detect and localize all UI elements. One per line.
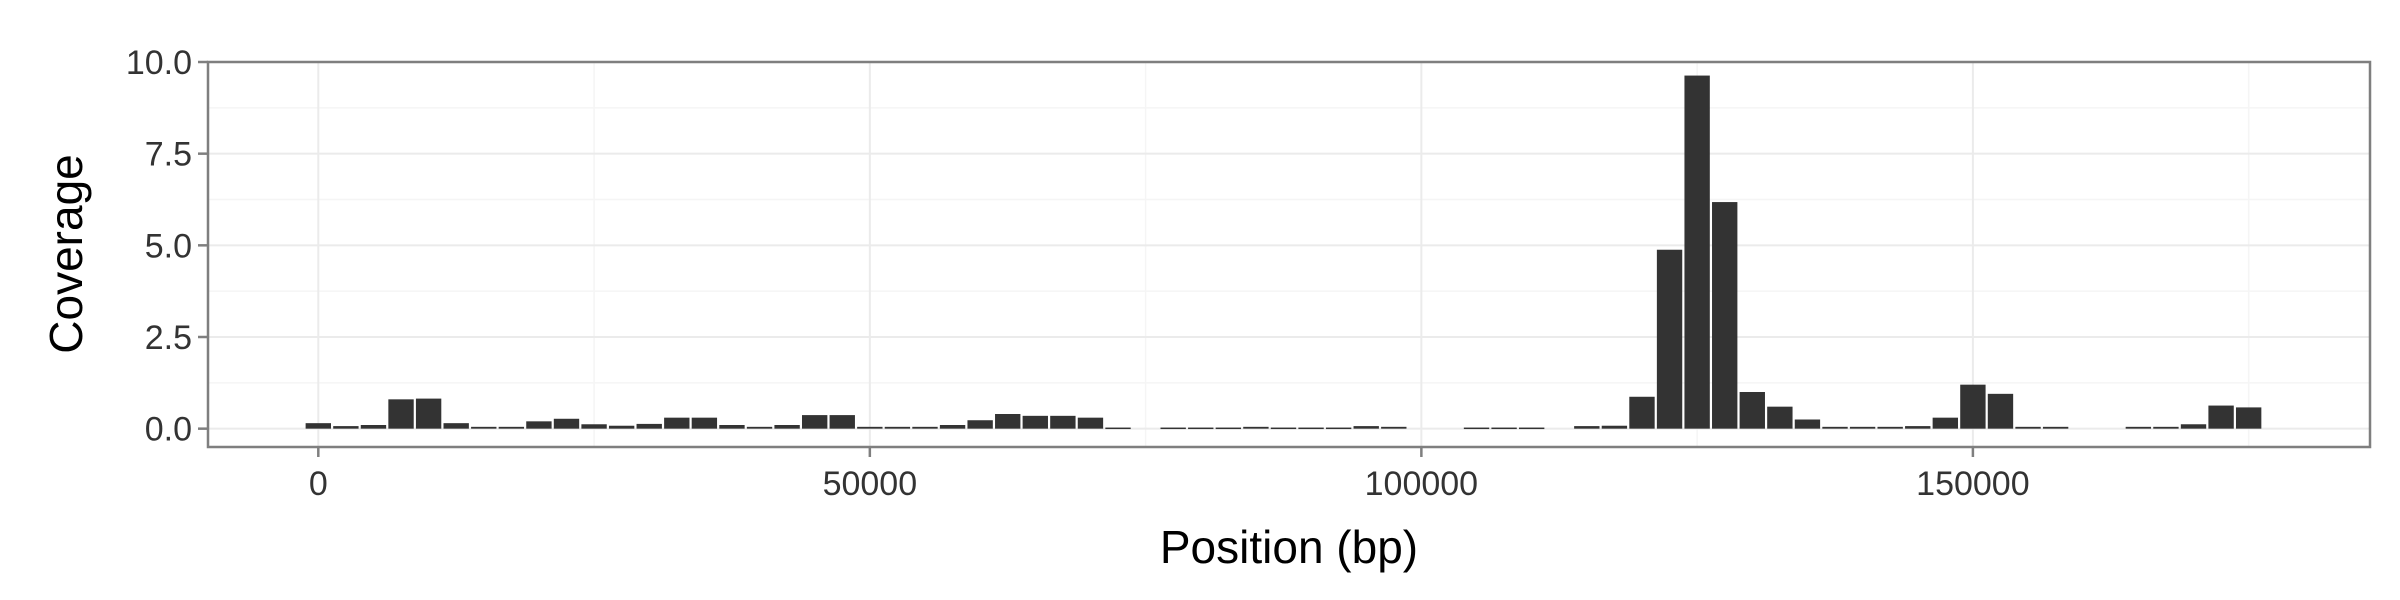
major-gridlines bbox=[208, 61, 2370, 447]
minor-gridlines bbox=[208, 62, 2370, 447]
coverage-bar bbox=[1877, 426, 1903, 429]
coverage-bar bbox=[1960, 384, 1986, 429]
coverage-bar bbox=[1739, 392, 1765, 429]
coverage-bar bbox=[884, 426, 911, 429]
coverage-bar bbox=[636, 423, 662, 429]
coverage-bar bbox=[1077, 417, 1104, 429]
coverage-bar bbox=[1381, 426, 1407, 429]
coverage-bar bbox=[1188, 427, 1214, 430]
coverage-bar bbox=[553, 418, 580, 429]
coverage-bar bbox=[857, 426, 883, 429]
coverage-bar bbox=[1767, 406, 1793, 429]
coverage-bar bbox=[2153, 426, 2179, 429]
coverage-bars bbox=[305, 75, 2262, 430]
coverage-bar bbox=[1987, 393, 2014, 429]
x-axis: 0 50000 100000 150000 bbox=[309, 447, 2030, 503]
coverage-bar bbox=[1270, 427, 1297, 430]
coverage-bar bbox=[415, 398, 442, 429]
coverage-bar bbox=[2208, 405, 2234, 429]
coverage-bar bbox=[1243, 426, 1269, 429]
coverage-bar bbox=[1215, 427, 1242, 430]
coverage-bar bbox=[1822, 426, 1848, 429]
coverage-bar bbox=[939, 425, 966, 429]
coverage-bar bbox=[1463, 427, 1490, 430]
coverage-bar bbox=[967, 420, 993, 429]
coverage-bar bbox=[305, 423, 331, 429]
coverage-bar bbox=[719, 425, 745, 429]
coverage-bar bbox=[1050, 415, 1076, 429]
x-tick-label: 50000 bbox=[823, 465, 918, 503]
coverage-bar bbox=[1905, 426, 1931, 429]
coverage-bar bbox=[1794, 419, 1821, 429]
y-tick-label: 5.0 bbox=[145, 227, 192, 265]
coverage-bar bbox=[333, 426, 359, 429]
y-tick-label: 7.5 bbox=[145, 136, 192, 174]
coverage-bar bbox=[360, 425, 387, 429]
coverage-bar bbox=[443, 423, 469, 429]
coverage-bar bbox=[1491, 427, 1517, 430]
x-tick-label: 150000 bbox=[1916, 465, 2029, 503]
y-tick-label: 0.0 bbox=[145, 411, 192, 449]
coverage-bar bbox=[1574, 426, 1600, 429]
coverage-bar bbox=[801, 415, 828, 429]
coverage-bar bbox=[2180, 424, 2207, 429]
coverage-bar bbox=[1932, 417, 1959, 429]
x-axis-title: Position (bp) bbox=[1160, 521, 1418, 573]
coverage-bar bbox=[1105, 427, 1131, 430]
coverage-bar bbox=[2042, 426, 2069, 429]
coverage-bar bbox=[2125, 426, 2152, 429]
x-tick-label: 100000 bbox=[1365, 465, 1478, 503]
coverage-bar bbox=[995, 414, 1021, 429]
coverage-bar bbox=[1849, 426, 1876, 429]
y-axis-title: Coverage bbox=[40, 154, 92, 353]
coverage-bar bbox=[1160, 427, 1186, 430]
coverage-bar bbox=[1601, 425, 1628, 429]
coverage-bar bbox=[526, 421, 552, 429]
coverage-bar bbox=[829, 415, 855, 429]
coverage-bar bbox=[1022, 415, 1048, 429]
y-axis: 0.0 2.5 5.0 7.5 10.0 bbox=[126, 44, 208, 449]
coverage-bar bbox=[608, 425, 635, 429]
coverage-bar bbox=[498, 426, 525, 429]
y-tick-label: 10.0 bbox=[126, 44, 192, 82]
coverage-bar bbox=[1353, 426, 1379, 429]
coverage-bar bbox=[2015, 426, 2041, 429]
coverage-bar bbox=[746, 426, 773, 429]
coverage-bar bbox=[471, 426, 497, 429]
coverage-bar bbox=[581, 424, 607, 429]
coverage-bar bbox=[1712, 202, 1738, 429]
coverage-bar bbox=[1684, 75, 1710, 429]
coverage-bar bbox=[1325, 427, 1352, 430]
coverage-bar bbox=[912, 426, 938, 429]
coverage-bar bbox=[774, 425, 800, 429]
coverage-bar bbox=[1629, 396, 1655, 429]
coverage-bar bbox=[1656, 249, 1683, 429]
y-tick-label: 2.5 bbox=[145, 319, 192, 357]
x-tick-label: 0 bbox=[309, 465, 328, 503]
coverage-bar bbox=[2235, 407, 2262, 429]
plot-panel-border bbox=[206, 60, 2372, 449]
coverage-bar bbox=[1518, 427, 1545, 430]
coverage-bar bbox=[691, 417, 718, 429]
coverage-bar bbox=[1298, 427, 1324, 430]
coverage-bar bbox=[388, 399, 414, 429]
coverage-bar bbox=[664, 417, 690, 429]
